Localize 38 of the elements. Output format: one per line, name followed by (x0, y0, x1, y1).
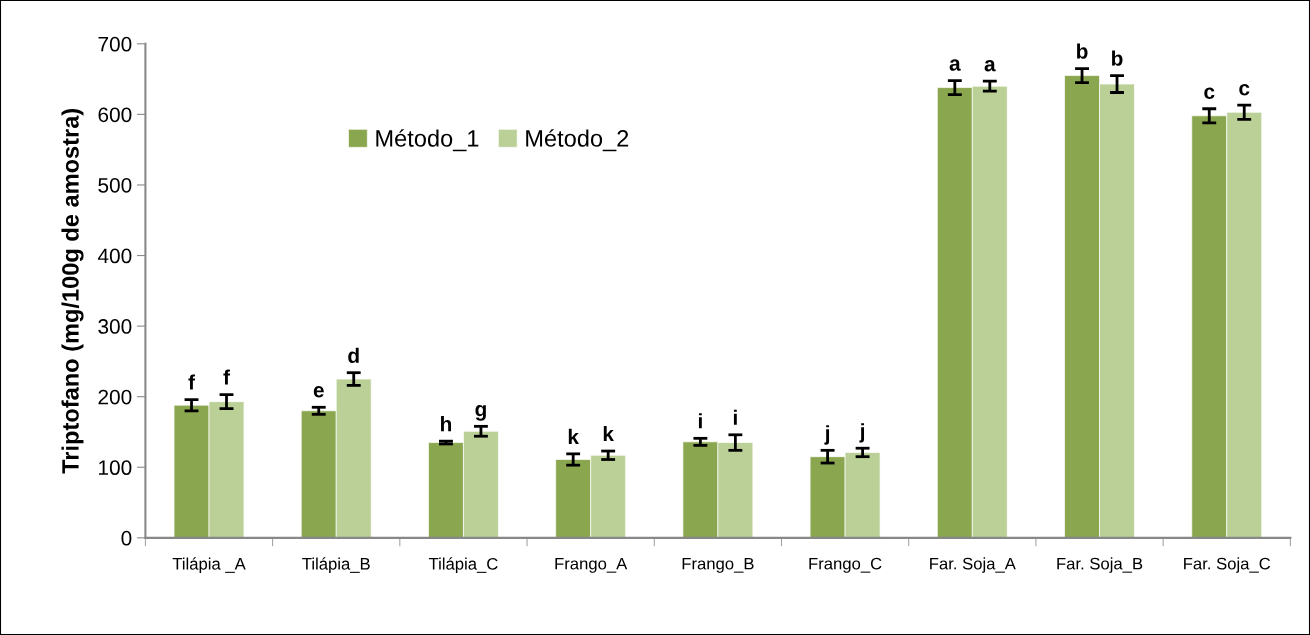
y-tick-label: 700 (98, 36, 132, 52)
y-tick-label: 600 (98, 107, 132, 123)
y-tick-label: 500 (98, 177, 132, 193)
data-label: b (1112, 50, 1123, 66)
data-label: k (603, 425, 614, 442)
x-tick-label: Frango_C (809, 557, 882, 573)
y-axis-title: Triptofano (mg/100g de amostra) (61, 108, 84, 474)
x-tick-label: Frango_A (555, 557, 628, 573)
data-label: i (698, 413, 702, 429)
y-tick-label: 100 (99, 460, 132, 476)
x-tick-label: Tilápia _A (172, 557, 246, 574)
data-label: i (733, 409, 737, 425)
x-tick-label: Tilápia_C (428, 557, 498, 574)
x-tick-label: Tilápia_B (302, 557, 370, 574)
data-label: a (949, 59, 961, 71)
data-label: g (475, 405, 486, 421)
data-label: d (348, 347, 359, 363)
data-label: k (568, 428, 579, 444)
data-label: c (1239, 84, 1250, 96)
y-tick-label: 400 (97, 248, 132, 264)
data-label: f (188, 374, 196, 390)
legend-label: Método_2 (526, 129, 629, 152)
y-tick-label: 200 (98, 389, 132, 405)
data-label: j (859, 423, 865, 443)
y-tick-label: 300 (98, 319, 132, 334)
data-label: h (441, 416, 452, 432)
y-tick-label: 0 (121, 530, 132, 546)
legend-label: Método_1 (376, 129, 479, 152)
x-tick-label: Frango_B (682, 557, 754, 573)
x-tick-label: Far. Soja_A (930, 557, 1016, 573)
x-tick-label: Far. Soja_B (1057, 557, 1143, 573)
data-label: f (223, 369, 231, 385)
data-label: b (1077, 43, 1088, 59)
data-label: j (824, 425, 830, 445)
x-tick-label: Far. Soja_C (1184, 557, 1271, 573)
data-label: e (313, 386, 324, 398)
data-label: c (1204, 87, 1215, 99)
data-label: a (984, 60, 996, 72)
